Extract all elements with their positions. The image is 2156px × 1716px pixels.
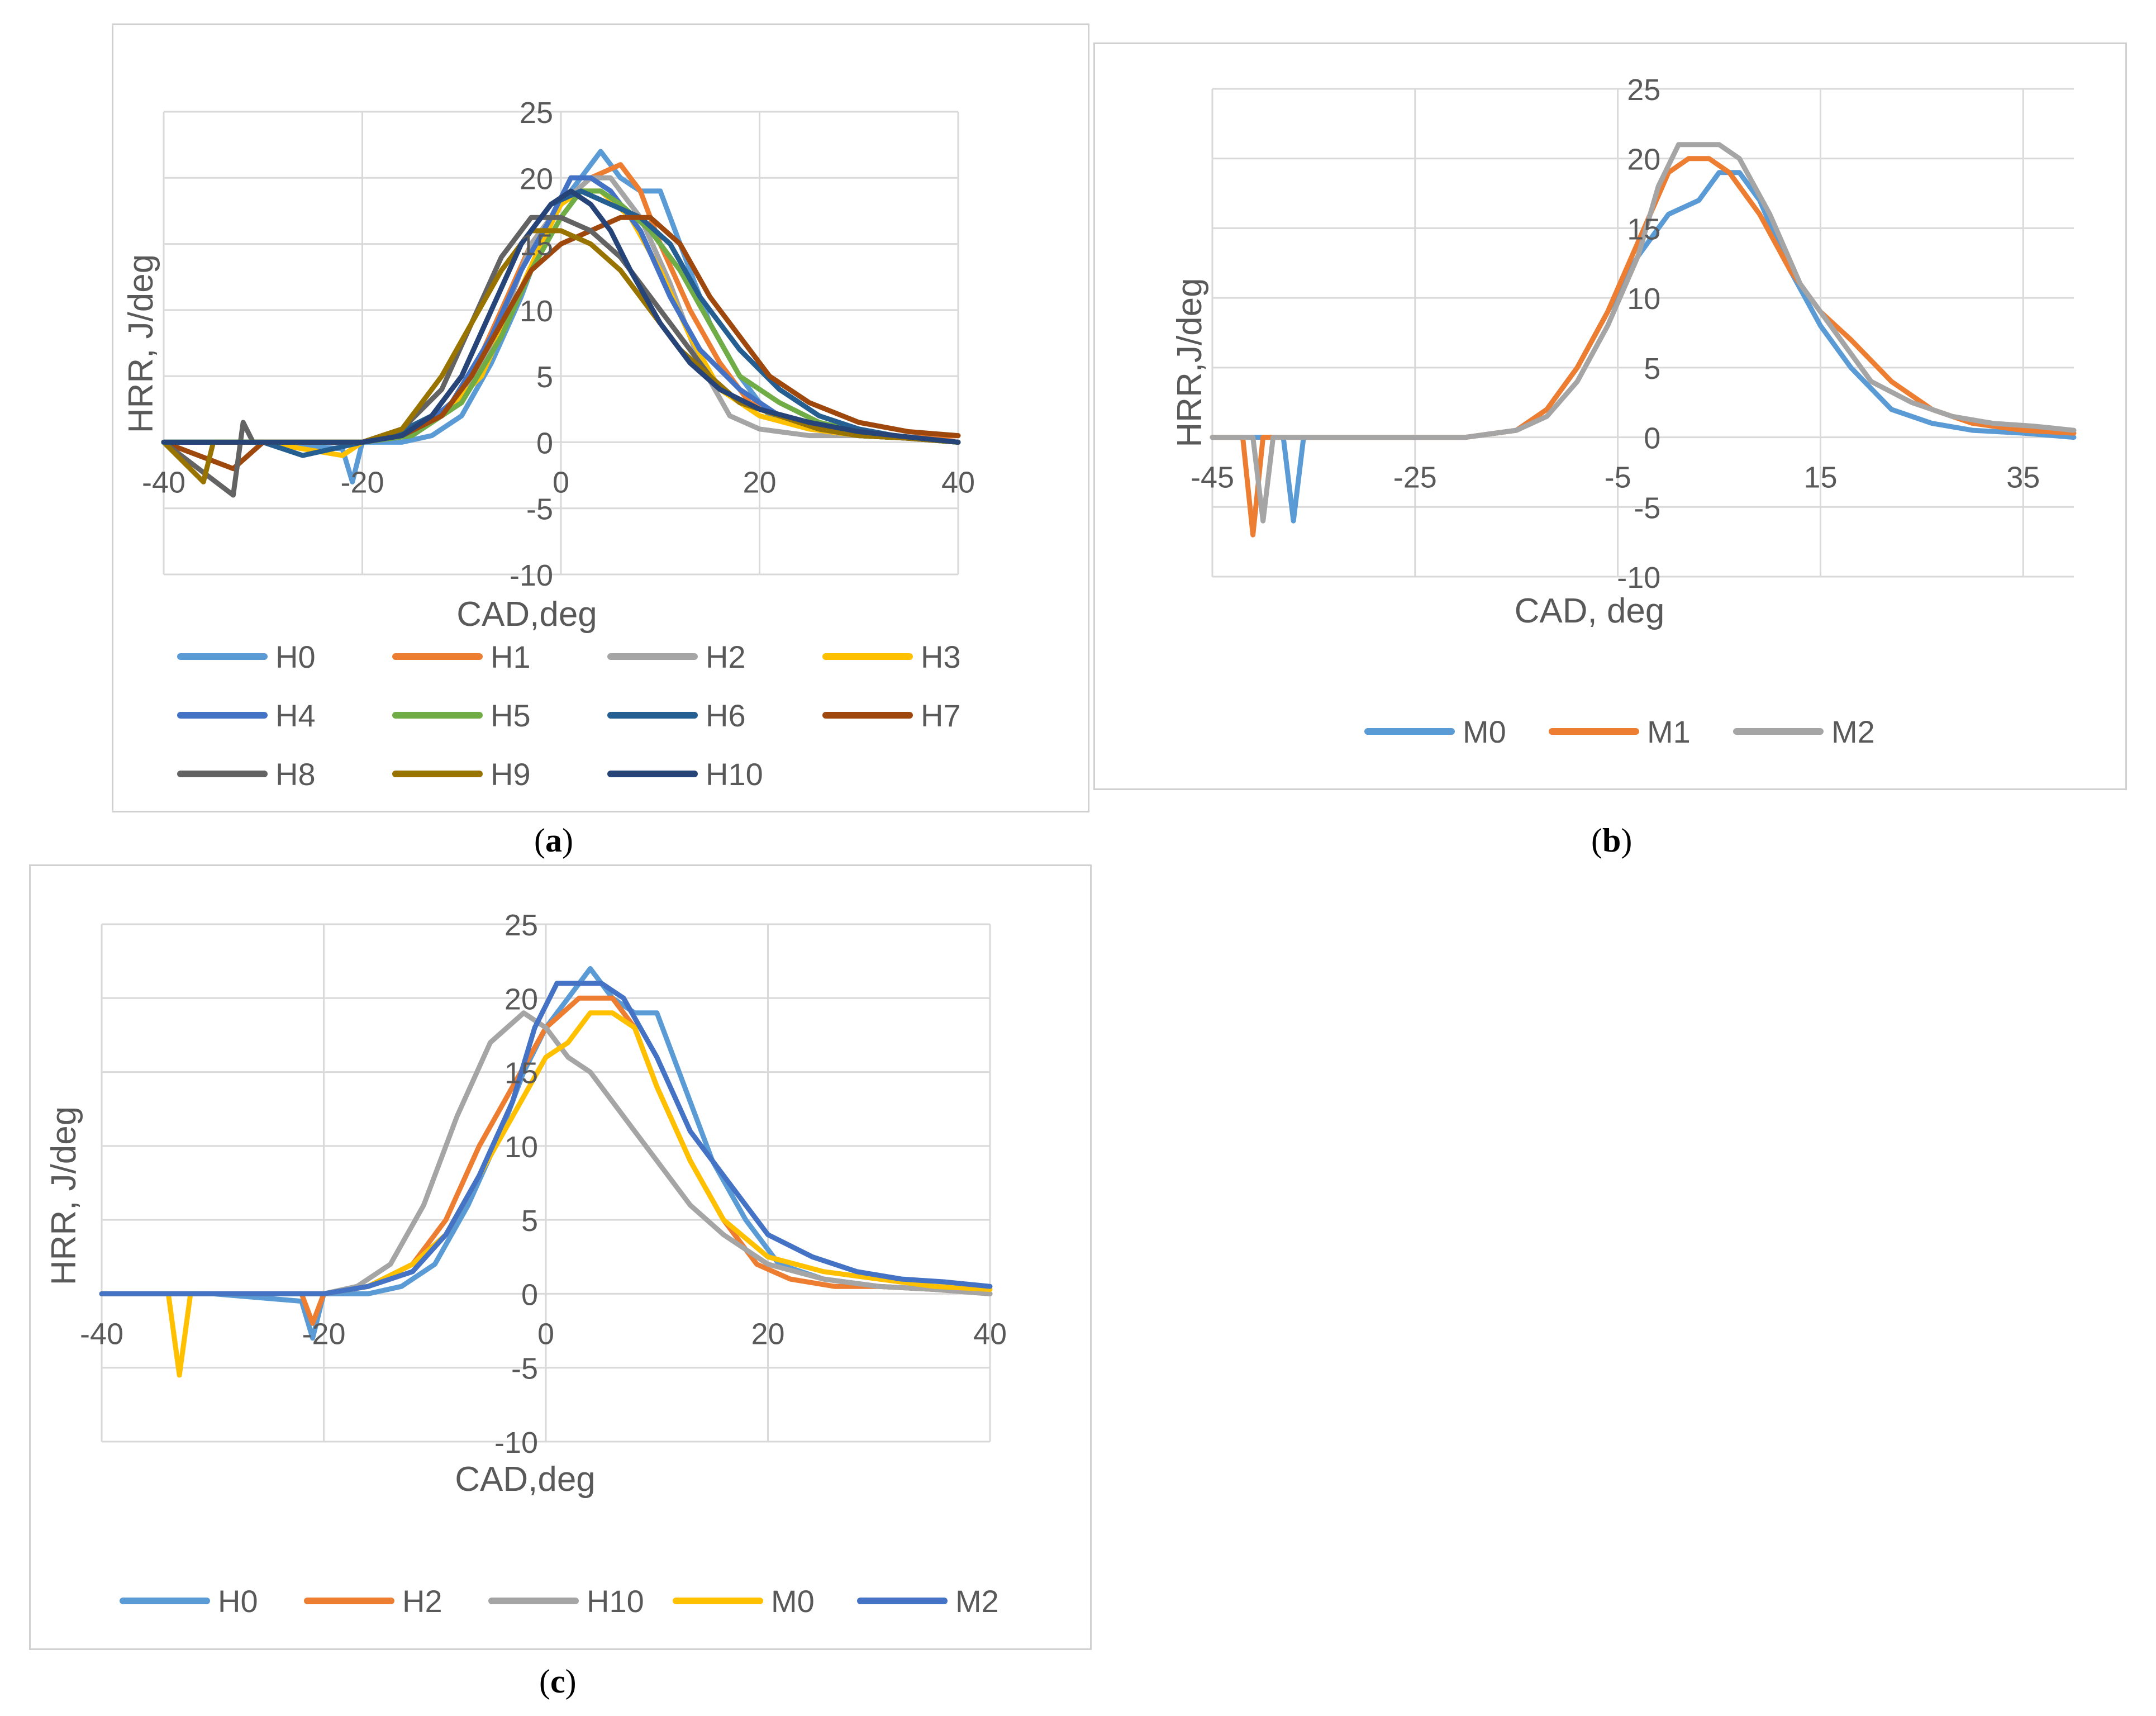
legend-label-H10: H10 bbox=[587, 1584, 644, 1619]
legend-label-H10: H10 bbox=[706, 757, 763, 792]
y-tick-label: 10 bbox=[520, 294, 553, 328]
legend-label-H2: H2 bbox=[402, 1584, 442, 1619]
x-tick-label: 40 bbox=[973, 1317, 1007, 1351]
y-tick-label: 15 bbox=[520, 229, 553, 262]
legend-label-H4: H4 bbox=[275, 698, 316, 733]
x-tick-label: 35 bbox=[2006, 461, 2040, 495]
y-axis-title: HRR, J/deg bbox=[122, 254, 160, 433]
legend-label-M2: M2 bbox=[1831, 714, 1875, 749]
series-line-M2 bbox=[1210, 142, 2077, 524]
legend-label-H9: H9 bbox=[491, 757, 531, 792]
series-line-M2 bbox=[99, 981, 993, 1296]
y-tick-label: 0 bbox=[1644, 422, 1660, 455]
chart-b-svg: -10 -5 0 5 10 15 20 25 -45 -25 -5 15 35 CAD, deg HRR,J… bbox=[1170, 73, 2077, 749]
caption-a: (a) bbox=[534, 822, 573, 859]
chart-panel-a: -10 -5 0 5 10 15 20 25 -40 -20 0 20 40 CAD,deg HRR, J/… bbox=[112, 23, 1089, 812]
y-tick-label: 10 bbox=[505, 1130, 538, 1164]
y-tick-label: -5 bbox=[1634, 491, 1660, 525]
x-tick-label: 40 bbox=[941, 465, 975, 499]
x-axis-title: CAD,deg bbox=[456, 595, 597, 634]
chart-panel-b: -10 -5 0 5 10 15 20 25 -45 -25 -5 15 35 CAD, deg HRR,J… bbox=[1093, 42, 2127, 790]
x-tick-label: 20 bbox=[743, 465, 776, 499]
legend-label-H2: H2 bbox=[706, 639, 746, 674]
caption-b: (b) bbox=[1591, 822, 1633, 859]
y-tick-label: 0 bbox=[521, 1278, 538, 1311]
legend-label-H6: H6 bbox=[706, 698, 746, 733]
y-tick-label: 20 bbox=[505, 982, 538, 1016]
series-line-H10 bbox=[161, 188, 961, 445]
y-tick-label: 15 bbox=[505, 1057, 538, 1090]
legend-label-H7: H7 bbox=[921, 698, 961, 733]
x-tick-label: -20 bbox=[302, 1317, 345, 1351]
y-axis-title: HRR,J/deg bbox=[1170, 278, 1209, 447]
series-line-H2 bbox=[99, 995, 993, 1326]
y-tick-label: 0 bbox=[536, 426, 553, 460]
x-axis-title: CAD,deg bbox=[455, 1460, 596, 1499]
legend-label-H5: H5 bbox=[491, 698, 531, 733]
x-tick-label: -40 bbox=[142, 465, 185, 499]
x-tick-label: -20 bbox=[340, 465, 384, 499]
x-tick-label: -40 bbox=[80, 1317, 123, 1351]
legend-label-M2: M2 bbox=[955, 1584, 999, 1619]
x-tick-label: -45 bbox=[1191, 461, 1234, 495]
y-tick-label: 5 bbox=[521, 1204, 538, 1238]
x-tick-label: 15 bbox=[1803, 461, 1837, 495]
y-axis-title: HRR, J/deg bbox=[45, 1106, 83, 1285]
legend-label-M0: M0 bbox=[771, 1584, 815, 1619]
x-tick-label: -25 bbox=[1393, 461, 1437, 495]
y-tick-label: 10 bbox=[1627, 282, 1660, 316]
legend-label-M0: M0 bbox=[1463, 714, 1506, 749]
legend-label-H3: H3 bbox=[921, 639, 961, 674]
y-tick-label: -5 bbox=[526, 493, 553, 526]
x-tick-label: 20 bbox=[751, 1317, 784, 1351]
legend-label-H1: H1 bbox=[491, 639, 531, 674]
legend-label-H0: H0 bbox=[218, 1584, 258, 1619]
x-tick-label: 0 bbox=[537, 1317, 554, 1351]
y-tick-label: -10 bbox=[1617, 561, 1660, 595]
y-tick-label: 20 bbox=[1627, 143, 1660, 177]
series-line-H5 bbox=[161, 188, 961, 445]
y-tick-label: 20 bbox=[520, 162, 553, 196]
chart-panel-c: -10 -5 0 5 10 15 20 25 -40 -20 0 20 40 CAD,deg HRR, J/… bbox=[29, 864, 1092, 1650]
legend-label-H8: H8 bbox=[275, 757, 316, 792]
y-tick-label: 5 bbox=[536, 360, 553, 394]
x-tick-label: 0 bbox=[553, 465, 569, 499]
caption-c: (c) bbox=[539, 1663, 577, 1700]
legend-label-M1: M1 bbox=[1647, 714, 1691, 749]
x-axis-title: CAD, deg bbox=[1515, 592, 1665, 630]
y-tick-label: 25 bbox=[1627, 73, 1660, 107]
legend-label-H0: H0 bbox=[275, 639, 316, 674]
series-line-H10 bbox=[99, 1010, 993, 1296]
y-tick-label: 15 bbox=[1627, 212, 1660, 246]
y-tick-label: -10 bbox=[510, 559, 553, 592]
y-tick-label: 5 bbox=[1644, 352, 1660, 386]
y-tick-label: -5 bbox=[511, 1352, 538, 1386]
y-tick-label: 25 bbox=[520, 96, 553, 130]
y-tick-label: -10 bbox=[494, 1426, 538, 1460]
x-tick-label: -5 bbox=[1605, 461, 1631, 495]
y-tick-label: 25 bbox=[505, 909, 538, 942]
